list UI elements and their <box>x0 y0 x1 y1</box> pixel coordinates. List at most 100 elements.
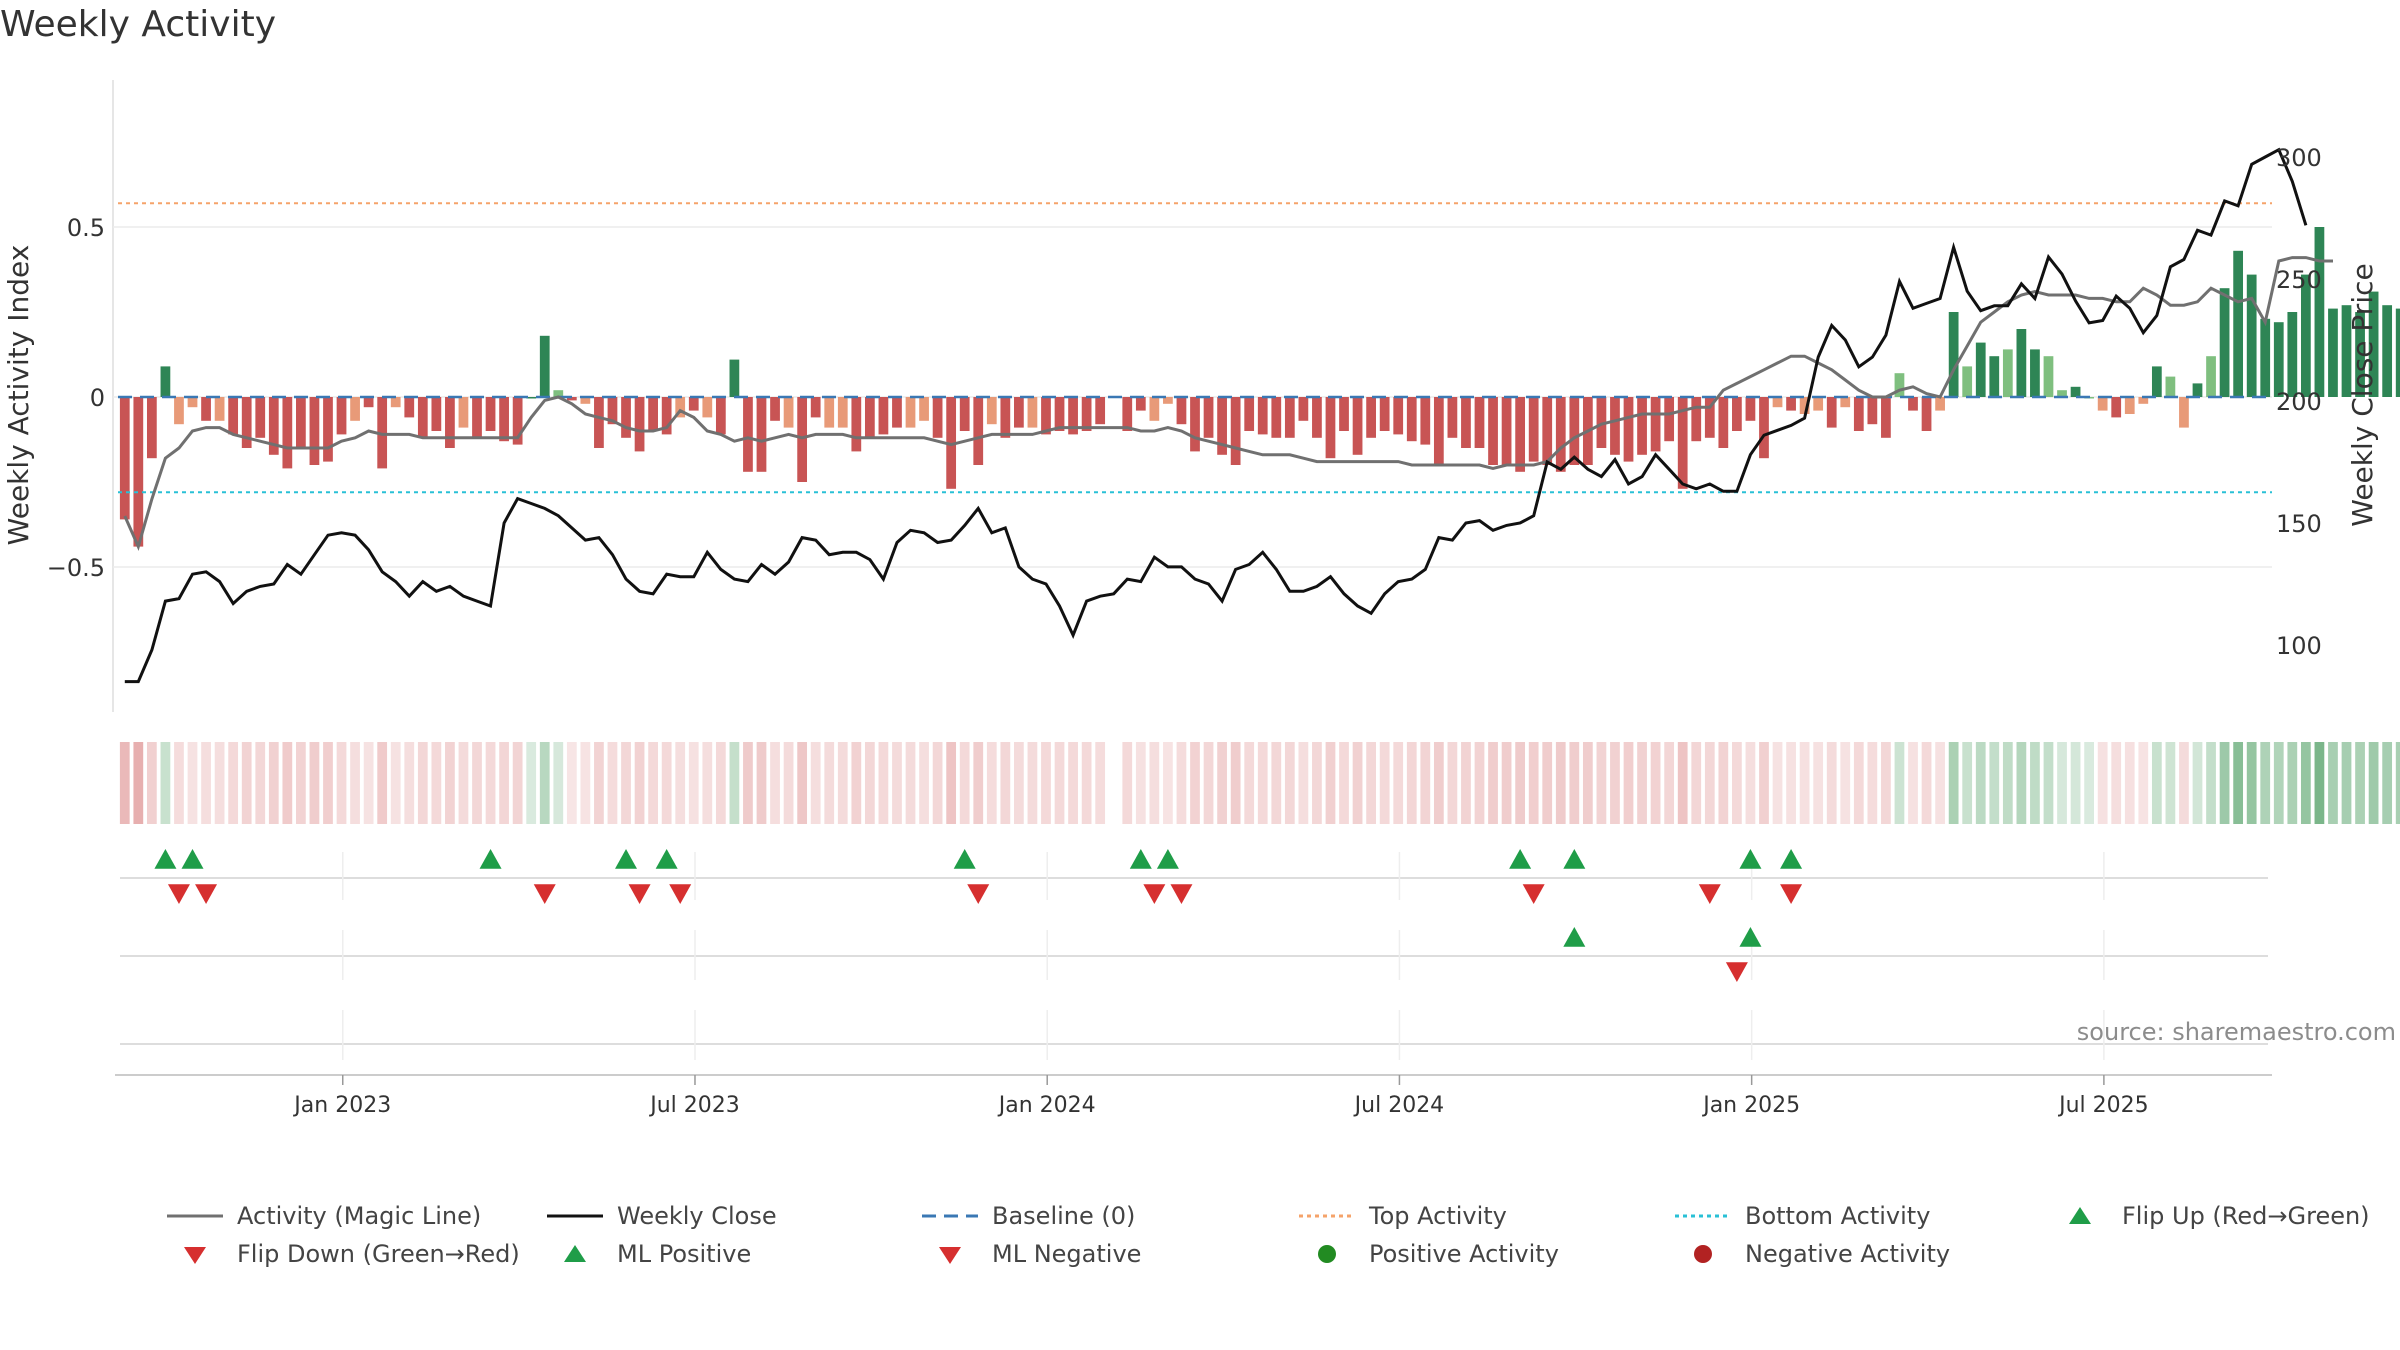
activity-bar <box>1962 366 1973 397</box>
activity-bar <box>675 397 686 418</box>
activity-bar <box>580 397 591 404</box>
weekly-close-line <box>124 147 2308 684</box>
activity-bar <box>228 397 239 435</box>
heat-cell <box>1244 742 1255 824</box>
heat-cell <box>1501 742 1512 824</box>
activity-bar <box>296 397 306 448</box>
heat-cell <box>1122 742 1133 824</box>
heat-cell <box>485 742 496 824</box>
heat-cell <box>1650 742 1661 824</box>
heat-cell <box>1677 742 1688 824</box>
flip-down-marker <box>167 884 190 904</box>
activity-bar <box>1230 397 1241 465</box>
heat-cell <box>1853 742 1864 824</box>
heat-cell <box>1759 742 1769 824</box>
activity-bar <box>2016 329 2027 397</box>
activity-bar <box>390 397 401 408</box>
activity-bar <box>1569 397 1580 465</box>
legend-label: Flip Down (Green→Red) <box>237 1240 520 1268</box>
activity-bar <box>1325 397 1336 459</box>
heat-cell <box>417 742 428 824</box>
heat-cell <box>2382 742 2393 824</box>
heat-cell <box>539 742 550 824</box>
y-tick-label: 0.5 <box>67 214 105 242</box>
activity-bar <box>2165 376 2176 397</box>
activity-bar <box>932 397 943 438</box>
heat-cell <box>1054 742 1065 824</box>
heat-cell <box>1569 742 1580 824</box>
legend-dot-orange-icon <box>1299 1214 1355 1218</box>
heat-cell <box>512 742 523 824</box>
activity-bar <box>2097 397 2108 411</box>
activity-bar <box>1704 397 1715 438</box>
heat-cell <box>2368 742 2379 824</box>
heat-cell <box>1989 742 2000 824</box>
heat-cell <box>648 742 658 824</box>
legend-triangle-up-icon <box>564 1245 586 1262</box>
heat-cell <box>580 742 591 824</box>
activity-bar <box>458 397 469 428</box>
flip-up-marker <box>1563 849 1586 869</box>
heat-cell <box>756 742 767 824</box>
heat-cell <box>2111 742 2122 824</box>
legend-label: Bottom Activity <box>1745 1202 1931 1230</box>
activity-bar <box>1853 397 1864 431</box>
y-tick-label: −0.5 <box>47 554 105 582</box>
heat-cell <box>2395 742 2400 824</box>
activity-bar <box>2124 397 2135 414</box>
heat-cell <box>1908 742 1918 824</box>
legend-triangle-down-icon <box>939 1247 961 1264</box>
heat-cell <box>1176 742 1187 824</box>
heat-cell <box>336 742 347 824</box>
activity-bar <box>756 397 767 472</box>
heat-cell <box>566 742 577 824</box>
heat-cell <box>174 742 184 824</box>
heat-cell <box>1813 742 1824 824</box>
flip-up-marker <box>154 849 177 869</box>
legend-label: Negative Activity <box>1745 1240 1951 1268</box>
activity-bar <box>160 366 171 397</box>
heat-cell <box>1203 742 1214 824</box>
heat-cell <box>1433 742 1444 824</box>
activity-bar <box>1623 397 1634 462</box>
activity-bar <box>946 397 957 489</box>
heat-cell <box>1000 742 1011 824</box>
heat-cell <box>973 742 984 824</box>
heat-cell <box>1718 742 1729 824</box>
activity-bar <box>648 397 658 431</box>
activity-bar <box>1339 397 1349 431</box>
activity-bar <box>431 397 442 431</box>
heat-cell <box>797 742 808 824</box>
legend-flip-up: Flip Up (Red→Green) <box>2050 1202 2370 1230</box>
activity-bar <box>851 397 862 452</box>
heat-cell <box>282 742 293 824</box>
flip-up-marker <box>615 849 638 869</box>
heat-cell <box>634 742 645 824</box>
heat-cell <box>892 742 902 824</box>
activity-bar <box>2219 288 2230 397</box>
activity-bar <box>282 397 293 469</box>
y2-tick-label: 100 <box>2276 632 2322 660</box>
y2-axis-label: Weekly Close Price <box>2346 263 2379 526</box>
heat-cell <box>1786 742 1796 824</box>
heat-cell <box>2355 742 2365 824</box>
legend-triangle-down-icon <box>184 1247 206 1264</box>
chart-title: Weekly Activity <box>0 4 277 45</box>
activity-bar <box>1135 397 1146 411</box>
legend-label: Positive Activity <box>1369 1240 1559 1268</box>
activity-bar <box>905 397 916 428</box>
activity-bar <box>445 397 455 448</box>
heat-cell <box>1257 742 1268 824</box>
activity-bar <box>1203 397 1214 438</box>
activity-bar <box>2057 390 2067 397</box>
activity-bar <box>1894 373 1905 397</box>
heat-cell <box>2151 742 2162 824</box>
activity-bar <box>810 397 821 418</box>
heat-cell <box>1555 742 1566 824</box>
activity-bar <box>2233 250 2244 397</box>
activity-bar <box>607 397 618 425</box>
activity-bar <box>1691 397 1702 442</box>
x-tick-label: Jan 2023 <box>292 1093 391 1118</box>
heat-cell <box>553 742 564 824</box>
